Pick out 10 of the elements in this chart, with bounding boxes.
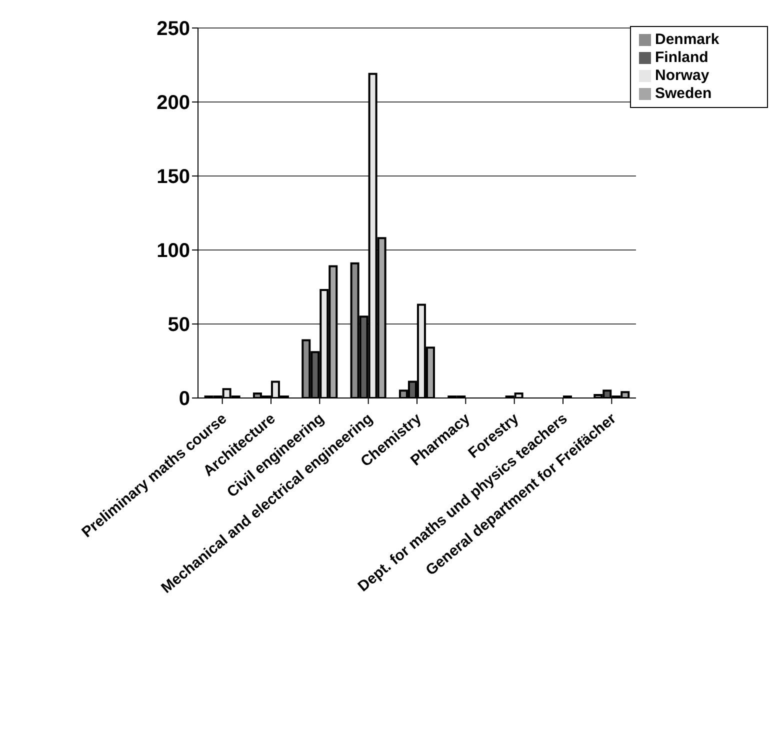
y-tick-label: 100 xyxy=(156,240,190,262)
y-tick-label: 200 xyxy=(156,92,190,114)
legend-label: Denmark xyxy=(655,31,720,48)
y-tick-label: 50 xyxy=(168,314,190,336)
y-tick-label: 150 xyxy=(156,166,190,188)
y-tick-label: 250 xyxy=(156,18,190,40)
legend-label: Norway xyxy=(655,67,710,84)
legend-label: Sweden xyxy=(655,85,712,102)
legend-label: Finland xyxy=(655,49,708,66)
y-tick-label: 0 xyxy=(178,388,190,410)
